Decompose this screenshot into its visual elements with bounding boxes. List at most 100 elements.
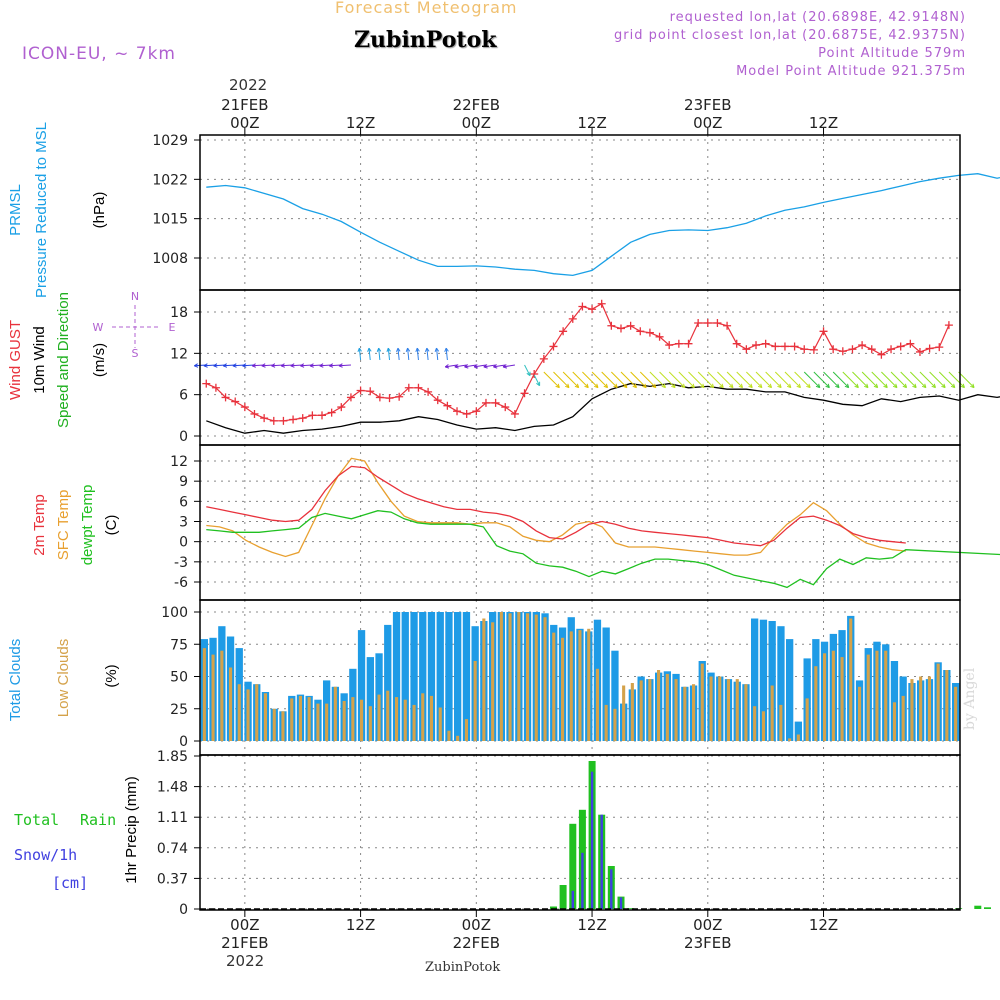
gust-marker — [260, 414, 269, 423]
low-cloud-bar — [412, 704, 416, 741]
gust-marker — [578, 302, 587, 311]
low-cloud-bar — [613, 708, 617, 742]
y-tick-label: 12 — [170, 346, 188, 362]
pressure-label-full: Pressure Reduced to MSL — [33, 122, 50, 298]
x-tick-time-top: 00Z — [693, 114, 722, 132]
low-cloud-bar — [569, 631, 573, 741]
wind-direction-arrowhead — [405, 347, 411, 352]
rain-bar — [974, 905, 982, 909]
wind-direction-arrow — [445, 364, 458, 368]
total-cloud-bar — [427, 612, 436, 741]
gust-marker — [790, 342, 799, 351]
wind-direction-arrowhead — [473, 364, 479, 369]
wind-direction-arrowhead — [319, 363, 324, 368]
wind-direction-arrow — [572, 371, 589, 388]
low-cloud-bar — [866, 654, 870, 741]
precip-total-label: Total — [14, 811, 59, 829]
low-cloud-bar — [936, 663, 940, 741]
gust-marker — [887, 345, 896, 354]
x-tick-time-top: 12Z — [809, 114, 838, 132]
low-cloud-bar — [875, 650, 879, 741]
gust-marker — [674, 339, 683, 348]
y-tick-label: 3 — [179, 515, 188, 531]
wind-direction-arrowhead — [454, 364, 459, 369]
low-cloud-bar — [395, 697, 399, 741]
low-cloud-bar — [910, 679, 914, 741]
low-cloud-bar — [386, 690, 390, 741]
gust-marker — [694, 319, 703, 328]
low-cloud-bar — [884, 650, 888, 741]
wind-direction-arrow — [697, 371, 715, 388]
low-cloud-bar — [892, 702, 896, 741]
gust-marker — [318, 411, 327, 420]
gust-marker — [761, 339, 770, 348]
wind-direction-arrow — [678, 371, 695, 388]
wind-direction-arrow — [736, 371, 753, 388]
low-cloud-bar — [447, 730, 451, 741]
dewpoint-line — [206, 510, 1000, 589]
wind-direction-arrowhead — [902, 383, 908, 389]
wind-direction-arrow — [784, 371, 801, 388]
low-cloud-bar — [657, 670, 661, 741]
y-tick-label: 1.85 — [157, 749, 188, 765]
low-cloud-bar — [683, 686, 687, 741]
wind-direction-arrowhead — [622, 383, 628, 389]
wind-direction-arrow — [416, 348, 419, 361]
gust-marker — [520, 389, 529, 398]
wind-direction-arrowhead — [483, 364, 488, 369]
total-cloud-bar — [786, 639, 794, 741]
wind-direction-arrow — [436, 348, 439, 361]
closest-grid-point: grid point closest lon,lat (20.6875E, 42… — [614, 28, 966, 43]
wind-direction-arrowhead — [719, 383, 724, 389]
compass-w: W — [93, 321, 104, 334]
wind-direction-arrowhead — [883, 383, 888, 389]
gust-marker — [559, 327, 568, 336]
wind-direction-arrow — [842, 371, 859, 388]
wind-direction-arrowhead — [232, 363, 237, 368]
wind-direction-arrow — [938, 371, 956, 388]
low-cloud-bar — [718, 676, 722, 741]
wind-direction-arrowhead — [680, 383, 686, 389]
direction-axis-label: Speed and Direction — [55, 292, 72, 428]
wind-direction-arrowhead — [815, 383, 821, 389]
wind-direction-arrowhead — [603, 383, 609, 389]
wind-speed-line — [206, 382, 1000, 434]
low-cloud-bar — [561, 637, 565, 741]
gust-marker — [327, 408, 336, 417]
gust-axis-label: Wind GUST — [7, 320, 24, 400]
total-cloud-bar — [384, 624, 392, 741]
wind-direction-arrow — [407, 348, 410, 361]
wind-direction-arrow — [803, 371, 821, 388]
wind-direction-arrowhead — [950, 383, 956, 389]
wind-direction-arrowhead — [309, 363, 314, 368]
wind-direction-arrowhead — [203, 363, 208, 368]
wind-direction-arrow — [659, 371, 676, 388]
wind-direction-arrow — [765, 371, 782, 388]
low-cloud-bar — [237, 684, 241, 741]
y-tick-label: 25 — [170, 702, 188, 718]
low-cloud-bar — [229, 667, 233, 741]
low-cloud-bar — [281, 711, 285, 741]
gust-marker — [645, 328, 654, 337]
low-cloud-bar — [595, 668, 599, 741]
precip-rain-label: Rain — [80, 811, 116, 829]
gust-marker — [211, 383, 220, 392]
low-cloud-bar — [761, 711, 765, 741]
low-cloud-bar — [587, 628, 591, 741]
gust-marker — [549, 342, 558, 351]
wind-direction-arrow — [524, 364, 531, 376]
gust-marker — [838, 347, 847, 356]
wind-direction-arrowhead — [424, 347, 430, 352]
low-cloud-bar — [648, 679, 652, 741]
gust-marker — [771, 342, 780, 351]
gust-marker — [809, 345, 818, 354]
gust-marker — [723, 321, 732, 330]
y-tick-label: 0 — [179, 734, 188, 750]
gust-marker — [896, 342, 905, 351]
low-cloud-bar — [499, 612, 503, 741]
low-cloud-bar — [954, 686, 958, 741]
wind-direction-arrow — [958, 371, 975, 388]
wind-direction-arrowhead — [671, 383, 676, 389]
snow-bar — [581, 852, 584, 909]
low-cloud-bar — [263, 693, 267, 741]
